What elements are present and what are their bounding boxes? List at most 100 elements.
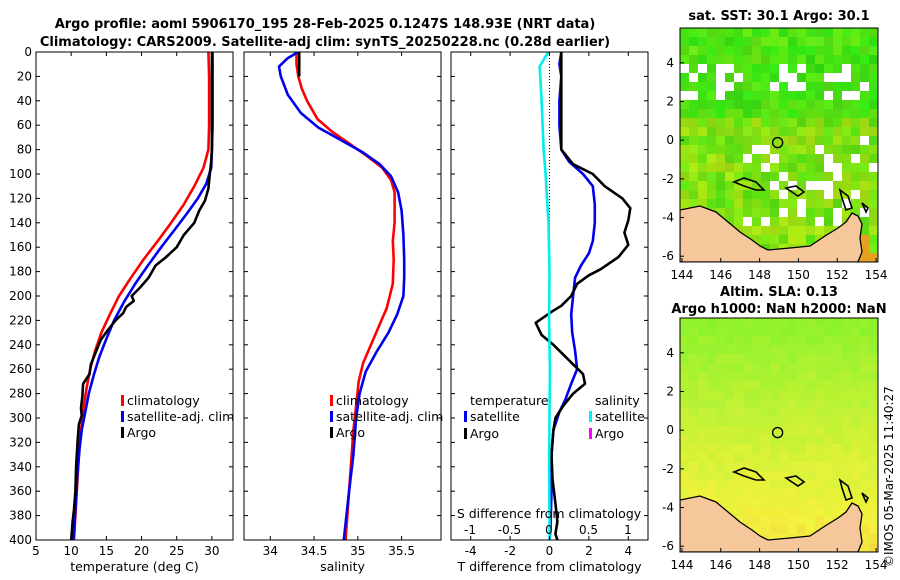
map-cell	[725, 480, 735, 490]
map-cell	[788, 217, 798, 227]
map-cell	[815, 336, 825, 346]
map-cell	[734, 399, 744, 409]
map-cell	[806, 28, 816, 38]
map-cell	[743, 208, 753, 218]
map-cell	[752, 516, 762, 526]
map-x-tick-label: 154	[865, 268, 888, 282]
map-cell	[869, 525, 878, 535]
map-cell	[788, 489, 798, 499]
map-cell	[860, 244, 870, 254]
map-cell	[770, 318, 780, 328]
map-cell	[860, 345, 870, 355]
map-cell	[779, 444, 789, 454]
map-cell	[716, 46, 726, 56]
map-cell	[734, 127, 744, 137]
map-cell	[842, 327, 852, 337]
map-cell	[806, 235, 816, 245]
map-cell	[788, 516, 798, 526]
map-cell	[734, 28, 744, 38]
map-cell	[806, 390, 816, 400]
map-cell	[851, 390, 861, 400]
map-cell	[824, 381, 834, 391]
map-cell	[860, 235, 870, 245]
map-cell	[680, 109, 690, 119]
map-cell	[734, 172, 744, 182]
map-cell	[761, 55, 771, 65]
map-cell	[725, 109, 735, 119]
map-cell	[779, 226, 789, 236]
map-cell	[815, 435, 825, 445]
map-cell	[743, 145, 753, 155]
map-cell	[833, 55, 843, 65]
map-cell	[680, 354, 690, 364]
map-cell	[833, 435, 843, 445]
map-cell	[860, 199, 870, 209]
map-cell	[869, 453, 878, 463]
series-line-t-argo	[534, 52, 632, 540]
map-cell	[860, 480, 870, 490]
map-cell	[734, 190, 744, 200]
x-tick-label: 25	[169, 544, 184, 558]
map-cell	[761, 399, 771, 409]
map-cell	[842, 417, 852, 427]
map-cell	[716, 363, 726, 373]
map-cell	[860, 253, 870, 262]
map-cell	[842, 462, 852, 472]
map-cell	[842, 426, 852, 436]
map-cell	[797, 345, 807, 355]
map-cell	[851, 154, 861, 164]
map-cell	[725, 154, 735, 164]
x-tick-label: 10	[64, 544, 79, 558]
map-cell	[752, 100, 762, 110]
map-cell	[698, 73, 708, 83]
map-cell	[833, 64, 843, 74]
map-cell	[806, 118, 816, 128]
map-cell	[689, 73, 699, 83]
map-cell	[680, 100, 690, 110]
map-cell	[833, 100, 843, 110]
map-cell	[779, 480, 789, 490]
map-cell	[860, 318, 870, 328]
map-cell	[734, 354, 744, 364]
map-cell	[716, 336, 726, 346]
map-cell	[752, 208, 762, 218]
map-cell	[707, 190, 717, 200]
map-cell	[833, 208, 843, 218]
map-cell	[752, 136, 762, 146]
map-cell	[869, 145, 878, 155]
map-cell	[779, 426, 789, 436]
map-cell	[752, 199, 762, 209]
map-cell	[806, 345, 816, 355]
map-cell	[851, 471, 861, 481]
map-cell	[824, 390, 834, 400]
map-cell	[734, 136, 744, 146]
map-cell	[797, 118, 807, 128]
map-cell	[752, 226, 762, 236]
legend-swatch	[330, 411, 333, 422]
legend-label: satellite-adj. clim	[336, 409, 443, 424]
legend-swatch	[330, 427, 333, 438]
map-cell	[689, 363, 699, 373]
map-cell	[698, 327, 708, 337]
map-cell	[743, 109, 753, 119]
map-cell	[716, 390, 726, 400]
map-cell	[689, 145, 699, 155]
map-cell	[743, 73, 753, 83]
map-cell	[770, 46, 780, 56]
map-cell	[761, 372, 771, 382]
map-cell	[716, 417, 726, 427]
map-cell	[752, 190, 762, 200]
map-cell	[689, 480, 699, 490]
map-cell	[734, 327, 744, 337]
map-cell	[815, 226, 825, 236]
legend-swatch	[121, 427, 124, 438]
map-cell	[788, 498, 798, 508]
y-tick-label: 40	[17, 94, 32, 108]
map-cell	[860, 507, 870, 517]
argo-location-marker	[771, 136, 784, 149]
map-cell	[833, 181, 843, 191]
map-cell	[797, 73, 807, 83]
map-cell	[806, 426, 816, 436]
map-cell	[842, 354, 852, 364]
map-cell	[689, 462, 699, 472]
